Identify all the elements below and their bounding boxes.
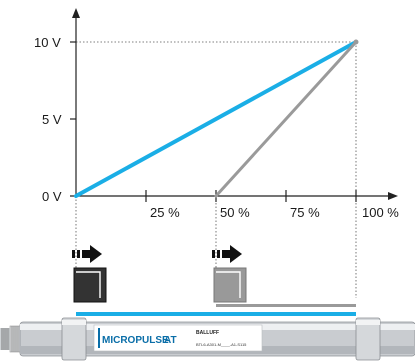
y-tick-label-5v: 5 V bbox=[42, 112, 62, 127]
part-number: BTL6-A301-M____-A1-S115 bbox=[196, 342, 247, 347]
measuring-range-blue-bar bbox=[76, 312, 356, 316]
x-tick-label-25: 25 % bbox=[150, 205, 180, 220]
y-axis-arrow bbox=[72, 8, 80, 18]
direction-arrow-icon bbox=[212, 245, 242, 263]
magnet-block-gray bbox=[213, 267, 247, 303]
measuring-range-gray-bar bbox=[216, 304, 356, 307]
series-line-blue bbox=[74, 40, 358, 198]
x-axis-arrow bbox=[388, 192, 398, 200]
x-tick-label-75: 75 % bbox=[290, 205, 320, 220]
magnet-block-dark bbox=[73, 267, 107, 303]
brand-logo-suffix: AT bbox=[164, 335, 177, 346]
direction-arrow-icon bbox=[72, 245, 102, 263]
x-tick-label-50: 50 % bbox=[220, 205, 250, 220]
series-line-gray bbox=[214, 40, 358, 198]
y-tick-label-10v: 10 V bbox=[34, 35, 61, 50]
magnet-dark bbox=[72, 245, 107, 303]
y-tick-label-0v: 0 V bbox=[42, 189, 62, 204]
x-tick-label-100: 100 % bbox=[362, 205, 399, 220]
transducer-rod: MICROPULSE AT BALLUFF BTL6-A301-M____-A1… bbox=[0, 317, 415, 361]
magnet-gray bbox=[212, 245, 247, 303]
maker-name: BALLUFF bbox=[196, 330, 219, 336]
brand-logo-text: MICROPULSE bbox=[102, 335, 169, 346]
product-label bbox=[93, 324, 263, 352]
end-point-dot bbox=[353, 39, 359, 45]
